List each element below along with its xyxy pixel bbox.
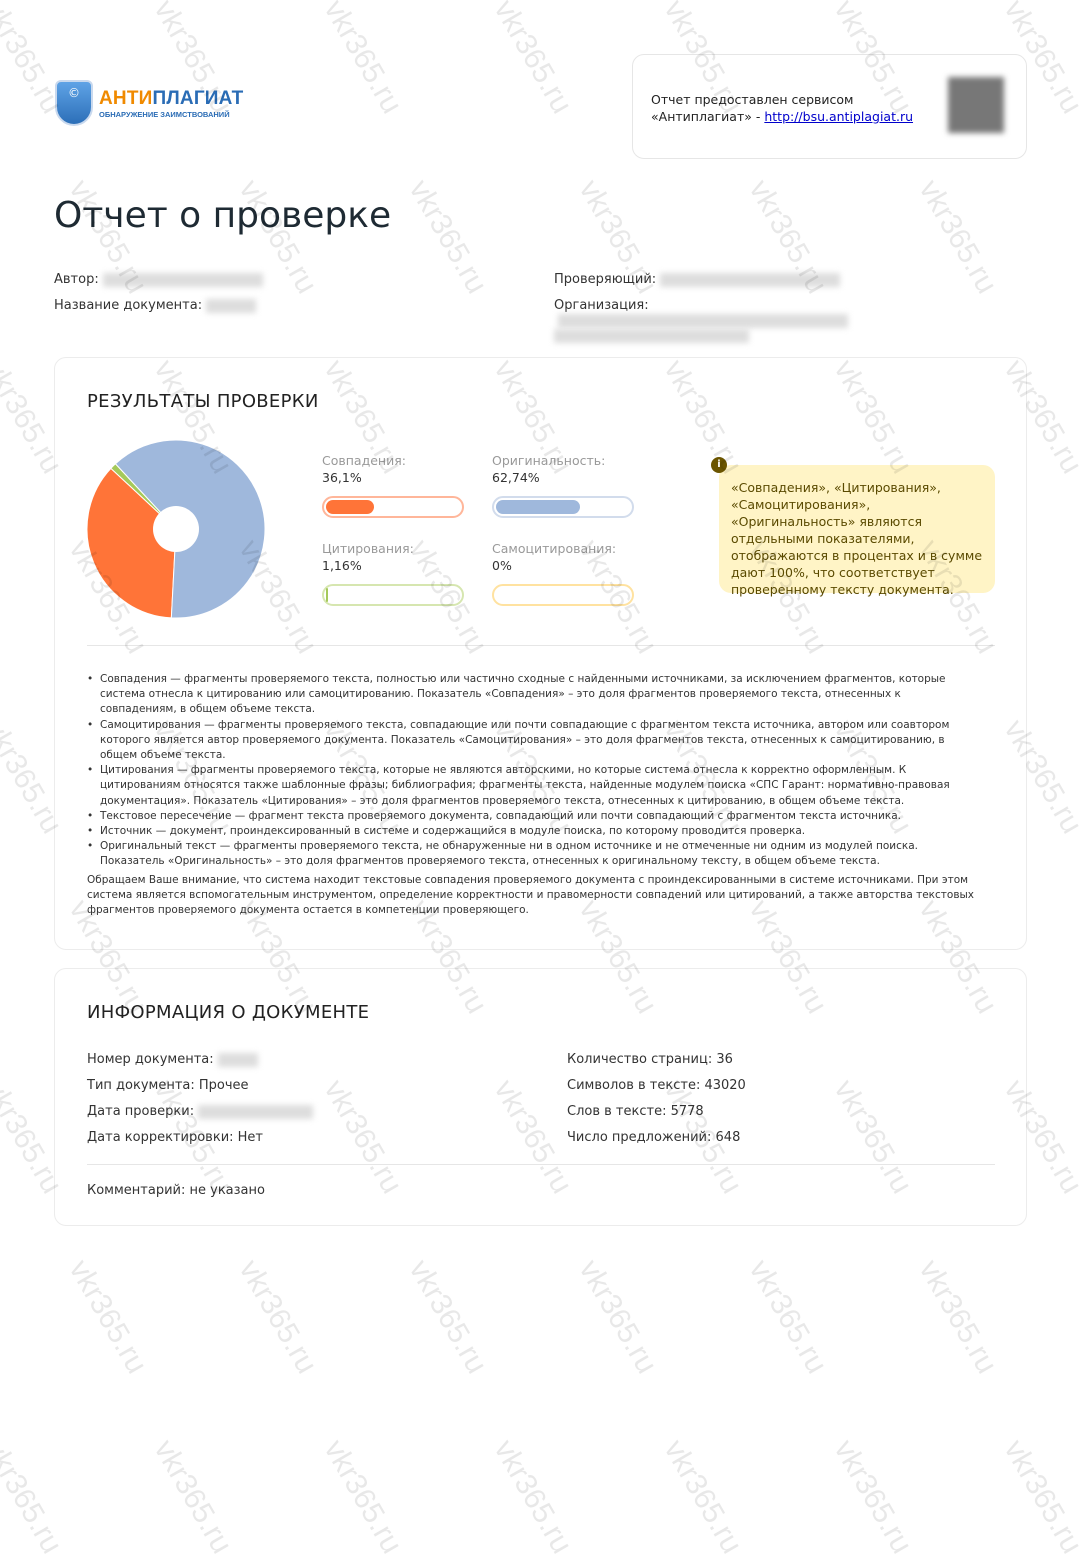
results-pie-chart (86, 439, 266, 619)
indicator-progress-fill (326, 588, 328, 602)
indicator-label: Цитирования: (322, 541, 414, 556)
service-line-1: Отчет предоставлен сервисом (651, 92, 854, 107)
service-link[interactable]: http://bsu.antiplagiat.ru (764, 109, 914, 124)
word-count: Слов в тексте: 5778 (567, 1104, 704, 1119)
attention-text: Обращаем Ваше внимание, что система нахо… (87, 874, 975, 917)
checker-field: Проверяющий: (554, 272, 841, 287)
check-date-label: Дата проверки: (87, 1104, 195, 1119)
comment: Комментарий: не указано (87, 1183, 265, 1198)
definition-item: Самоцитирования — фрагменты проверяемого… (87, 718, 967, 764)
org-label: Организация: (554, 298, 649, 313)
watermark-text: vkr365.ru (572, 1254, 664, 1380)
org-value-redacted-2 (554, 328, 749, 343)
indicator-value: 36,1% (322, 470, 362, 485)
watermark-text: vkr365.ru (487, 0, 579, 120)
indicator-label: Самоцитирования: (492, 541, 617, 556)
watermark-text: vkr365.ru (742, 1254, 834, 1380)
correction-date: Дата корректировки: Нет (87, 1130, 264, 1145)
logo-text-2: ПЛАГИАТ (152, 87, 244, 109)
info-note-text: «Совпадения», «Цитирования», «Самоцитиро… (731, 480, 983, 597)
watermark-text: vkr365.ru (232, 1254, 324, 1380)
docinfo-heading: ИНФОРМАЦИЯ О ДОКУМЕНТЕ (87, 1002, 370, 1023)
definitions-list: Совпадения — фрагменты проверяемого текс… (87, 672, 967, 870)
docinfo-left: Номер документа: Тип документа: Прочее Д… (87, 1047, 314, 1151)
pie-hole (153, 506, 199, 552)
watermark-text: vkr365.ru (827, 1434, 919, 1560)
watermark-text: vkr365.ru (402, 1254, 494, 1380)
indicator: Самоцитирования: 0% (492, 541, 616, 573)
watermark-text: vkr365.ru (62, 1254, 154, 1380)
page-title: Отчет о проверке (54, 195, 392, 236)
doc-type: Тип документа: Прочее (87, 1078, 249, 1093)
indicator-value: 1,16% (322, 558, 362, 573)
checker-value-redacted (660, 272, 841, 287)
definition-item: Оригинальный текст — фрагменты проверяем… (87, 839, 967, 869)
docname-label: Название документа: (54, 298, 203, 313)
watermark-text: vkr365.ru (997, 1434, 1080, 1560)
author-field: Автор: (54, 272, 263, 287)
docname-value-redacted (206, 298, 257, 313)
logo-subtitle: ОБНАРУЖЕНИЕ ЗАИМСТВОВАНИЙ (99, 109, 230, 119)
watermark-text: vkr365.ru (487, 1434, 579, 1560)
org-field: Организация: (554, 298, 934, 343)
check-date: Дата проверки: (87, 1099, 314, 1125)
divider (87, 645, 995, 646)
docname-field: Название документа: (54, 298, 257, 313)
service-info-box: Отчет предоставлен сервисом «Антиплагиат… (632, 54, 1027, 159)
indicator-progress-bar (322, 584, 464, 606)
docinfo-right: Количество страниц: 36 Символов в тексте… (567, 1047, 746, 1151)
definition-item: Источник — документ, проиндексированный … (87, 824, 967, 839)
info-icon: i (711, 457, 727, 473)
qr-code (948, 77, 1004, 133)
char-count: Символов в тексте: 43020 (567, 1078, 746, 1093)
watermark-text: vkr365.ru (912, 174, 1004, 300)
service-line-2: «Антиплагиат» - (651, 109, 765, 124)
indicator-progress-fill (326, 500, 375, 514)
org-value-redacted (558, 313, 848, 328)
indicator-value: 0% (492, 558, 512, 573)
indicator-label: Оригинальность: (492, 453, 606, 468)
antiplagiat-logo: © АНТИПЛАГИАТ ОБНАРУЖЕНИЕ ЗАИМСТВОВАНИЙ (55, 80, 243, 126)
check-date-redacted (198, 1104, 314, 1119)
watermark-text: vkr365.ru (657, 1434, 749, 1560)
watermark-text: vkr365.ru (912, 1254, 1004, 1380)
indicator-progress-bar (492, 496, 634, 518)
doc-number-label: Номер документа: (87, 1052, 214, 1067)
indicator: Совпадения: 36,1% (322, 453, 406, 485)
info-note: i «Совпадения», «Цитирования», «Самоцитир… (711, 457, 995, 597)
watermark-text: vkr365.ru (317, 1434, 409, 1560)
pie-slice-matches (86, 467, 177, 619)
watermark-text: vkr365.ru (147, 1434, 239, 1560)
indicator: Оригинальность: 62,74% (492, 453, 605, 485)
doc-number-redacted (217, 1052, 258, 1067)
indicator-progress-bar (492, 584, 634, 606)
indicator-progress-fill (496, 500, 581, 514)
doc-number: Номер документа: (87, 1047, 313, 1073)
page-count: Количество страниц: 36 (567, 1052, 733, 1067)
results-card: РЕЗУЛЬТАТЫ ПРОВЕРКИ Совпадения: 36,1% Ориг… (54, 357, 1027, 950)
checker-label: Проверяющий: (554, 272, 657, 287)
document-info-card: ИНФОРМАЦИЯ О ДОКУМЕНТЕ Номер документа: … (54, 968, 1027, 1226)
author-label: Автор: (54, 272, 99, 287)
watermark-text: vkr365.ru (0, 1434, 69, 1560)
copyright-shield-icon: © (55, 80, 93, 126)
watermark-text: vkr365.ru (402, 174, 494, 300)
definition-item: Цитирования — фрагменты проверяемого тек… (87, 763, 967, 809)
indicator: Цитирования: 1,16% (322, 541, 414, 573)
divider (87, 1164, 995, 1165)
indicator-value: 62,74% (492, 470, 540, 485)
author-value-redacted (102, 272, 263, 287)
watermark-text: vkr365.ru (317, 0, 409, 120)
definition-item: Текстовое пересечение — фрагмент текста … (87, 809, 967, 824)
sentence-count: Число предложений: 648 (567, 1130, 741, 1145)
definition-item: Совпадения — фрагменты проверяемого текс… (87, 672, 967, 718)
results-heading: РЕЗУЛЬТАТЫ ПРОВЕРКИ (87, 391, 319, 412)
indicator-progress-bar (322, 496, 464, 518)
indicator-label: Совпадения: (322, 453, 406, 468)
logo-text-1: АНТИ (99, 87, 153, 109)
